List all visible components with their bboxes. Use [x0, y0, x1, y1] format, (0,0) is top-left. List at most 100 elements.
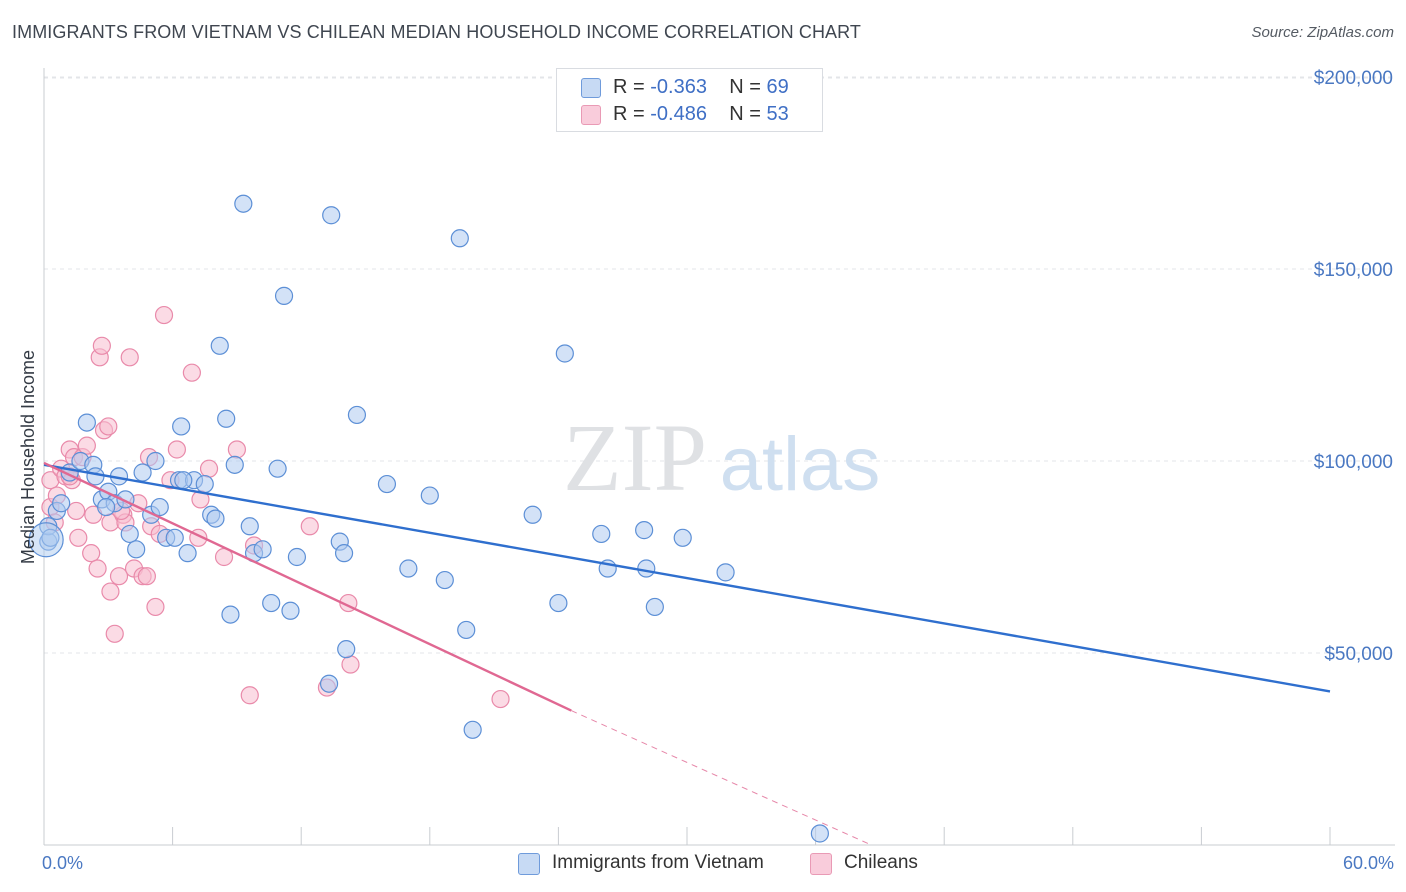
vietnam-point: [253, 540, 272, 559]
chileans-point: [167, 440, 186, 459]
chileans-point: [82, 544, 101, 563]
vietnam-point: [195, 474, 214, 494]
vietnam-point: [206, 509, 225, 528]
legend-row-chileans: R = -0.486 N = 53: [557, 101, 822, 127]
vietnam-point: [234, 194, 253, 213]
vietnam-point: [120, 524, 139, 544]
legend-r-label: R =: [613, 76, 651, 98]
chileans-point: [182, 363, 201, 382]
vietnam-point: [420, 486, 439, 505]
chileans-point: [99, 417, 118, 436]
chileans-point: [109, 567, 129, 586]
y-tick-label: $50,000: [1324, 644, 1393, 665]
vietnam-point: [399, 559, 418, 578]
legend-r-value: -0.363: [650, 76, 707, 98]
vietnam-point: [673, 528, 692, 547]
y-axis-label: Median Household Income: [18, 350, 38, 564]
vietnam-point: [174, 471, 193, 490]
chileans-point: [341, 655, 360, 674]
watermark: ZIP atlas: [563, 404, 880, 511]
watermark-zip: ZIP: [563, 404, 707, 511]
vietnam-point: [810, 824, 829, 843]
vietnam-point: [221, 605, 240, 624]
chileans-point: [154, 305, 174, 325]
chileans-point: [88, 559, 107, 578]
chileans-point: [69, 528, 88, 547]
legend-r-label: R =: [613, 103, 651, 125]
vietnam-point: [523, 505, 542, 524]
bottom-legend-label: Immigrants from Vietnam: [552, 852, 764, 873]
y-tick-label: $200,000: [1314, 68, 1393, 89]
chileans-point: [67, 501, 86, 521]
vietnam-point: [97, 497, 116, 517]
chileans-trend-extension: [571, 710, 872, 846]
chileans-point: [146, 597, 165, 617]
vietnam-point: [555, 344, 574, 363]
vietnam-point: [240, 517, 259, 536]
chileans-point: [199, 459, 219, 478]
vietnam-point: [274, 286, 294, 305]
vietnam-point: [287, 547, 307, 567]
vietnam-point: [716, 563, 735, 582]
chileans-point: [77, 436, 96, 455]
vietnam-point: [52, 494, 71, 513]
x-tick-labels: 0.0% 60.0%: [42, 853, 1394, 873]
legend-r-value: -0.486: [650, 103, 707, 125]
vietnam-points: [28, 194, 829, 843]
trend-lines: [43, 461, 1331, 846]
vietnam-point: [225, 455, 244, 474]
vietnam-point: [435, 570, 454, 590]
vietnam-point: [322, 206, 341, 225]
legend-n-label: N =: [729, 76, 767, 98]
vietnam-point: [645, 597, 664, 617]
vietnam-point-large: [28, 522, 64, 558]
vietnam-point: [86, 467, 105, 486]
legend-swatch-chileans: [581, 105, 601, 125]
vietnam-point: [347, 405, 367, 425]
vietnam-point: [127, 540, 146, 559]
vietnam-point: [592, 524, 611, 544]
vietnam-point: [637, 559, 656, 578]
x-tick-label: 60.0%: [1343, 853, 1394, 873]
chileans-point: [101, 582, 120, 601]
legend-n-value: 53: [766, 103, 789, 125]
vietnam-point: [337, 640, 356, 659]
bottom-legend-label: Chileans: [844, 852, 918, 873]
vietnam-point: [457, 620, 476, 640]
legend-row-vietnam: R = -0.363 N = 69: [557, 74, 822, 100]
chileans-point: [227, 440, 246, 459]
vietnam-point: [319, 674, 339, 693]
y-tick-label: $150,000: [1314, 260, 1393, 281]
axes: [43, 68, 1395, 846]
y-tick-labels: $50,000 $100,000 $150,000 $200,000: [1314, 68, 1393, 665]
vietnam-point: [146, 451, 165, 471]
vietnam-point: [217, 409, 236, 428]
chileans-point: [105, 624, 124, 643]
vietnam-point: [450, 229, 469, 248]
correlation-legend: R = -0.363 N = 69 R = -0.486 N = 53: [556, 68, 823, 132]
x-tick-label: 0.0%: [42, 853, 83, 873]
source-label: Source: ZipAtlas.com: [1251, 24, 1394, 41]
vietnam-point: [377, 474, 397, 494]
vietnam-trend-line: [43, 463, 1331, 693]
vietnam-point: [165, 528, 184, 547]
legend-swatch-vietnam: [581, 78, 601, 98]
chart-title: IMMIGRANTS FROM VIETNAM VS CHILEAN MEDIA…: [12, 22, 862, 42]
vietnam-point: [635, 521, 654, 540]
chileans-trend-line: [43, 461, 572, 712]
vietnam-point: [334, 544, 354, 563]
chileans-point: [300, 517, 319, 536]
chileans-point: [240, 686, 259, 705]
chileans-point: [92, 336, 111, 355]
vietnam-point: [281, 601, 300, 620]
vietnam-point: [210, 336, 229, 355]
chileans-point: [120, 348, 139, 367]
vietnam-point: [262, 593, 281, 613]
legend-n-label: N =: [729, 103, 767, 125]
vietnam-point: [268, 459, 287, 478]
chileans-point: [137, 567, 156, 586]
vietnam-point: [549, 593, 568, 613]
watermark-atlas: atlas: [720, 422, 881, 507]
legend-n-value: 69: [766, 76, 789, 98]
vietnam-point: [178, 544, 197, 563]
